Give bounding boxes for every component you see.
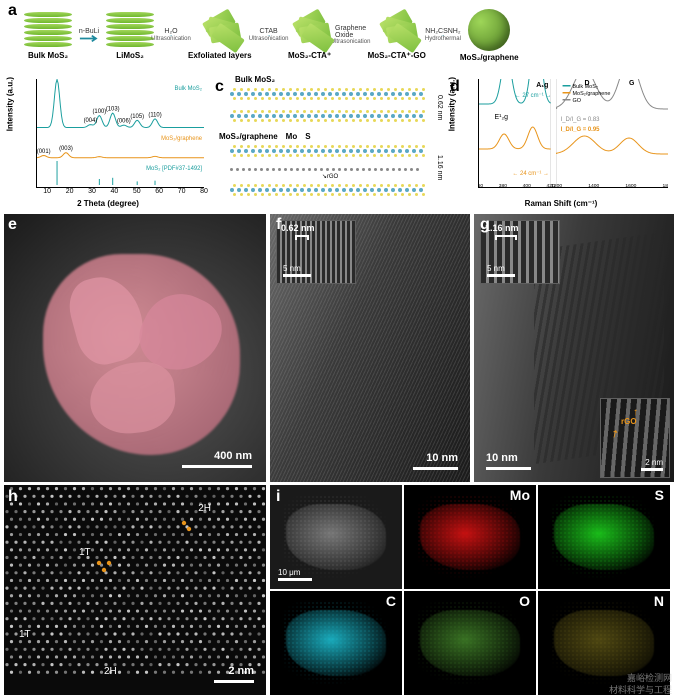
label-i: i [276,488,280,506]
scheme-mos2-cta: MoS₂-CTA⁺ [286,11,334,60]
arrow-2: CTABUltrasonication [254,28,284,42]
xrd-ylabel: Intensity (a.u.) [6,76,15,130]
svg-text:1200: 1200 [551,183,562,187]
svg-text:I_D/I_G = 0.95: I_D/I_G = 0.95 [561,127,601,133]
scheme-bulk-mos2: Bulk MoS₂ [24,11,72,60]
svg-text:1400: 1400 [588,183,599,187]
structure-mid-label: MoS₂/graphene [219,132,278,141]
map-Mo: Mo [404,485,536,589]
map-sem: 10 μm [270,485,402,589]
scale-bar-g [486,467,531,470]
tem-image-g: 1.16 nm 5 nm rGO ↑ ↗ 2 nm 10 nm [474,214,674,482]
label-e: e [8,216,17,234]
svg-text:(003): (003) [59,146,73,152]
rgo-arrow-label: rGO [621,417,637,426]
structure-top-label: Bulk MoS₂ [235,75,445,84]
spacing-top: 0.62 nm [436,95,443,120]
inset-f: 0.62 nm 5 nm [276,220,356,284]
svg-text:A₁g: A₁g [536,82,548,89]
scale-bar-f [413,467,458,470]
svg-text:← 24 cm⁻¹ →: ← 24 cm⁻¹ → [512,171,549,177]
svg-text:400: 400 [523,183,532,187]
svg-text:1600: 1600 [625,183,636,187]
label-f: f [276,216,281,234]
inset-g-spacing: 1.16 nm [485,223,519,233]
sem-image: 400 nm [4,214,266,482]
svg-text:MoS₂/graphene: MoS₂/graphene [161,136,203,142]
svg-text:E¹₂g: E¹₂g [495,114,509,121]
svg-text:(004): (004) [84,118,98,124]
phase-2h-2: 2H [104,666,117,677]
phase-1t-2: 1T [19,629,31,640]
crystal-structure: Bulk MoS₂ 0.62 nm MoS₂/graphene Mo S ↘rG… [215,75,445,210]
phase-1t-1: 1T [79,547,91,558]
svg-text:380: 380 [499,183,508,187]
label-g: g [480,216,490,234]
svg-text:1800: 1800 [662,183,668,187]
svg-text:GO: GO [573,98,581,104]
spacing-bot: 1.16 nm [436,155,443,180]
map-O: O [404,591,536,695]
svg-text:MoS₂ [PDF#37-1492]: MoS₂ [PDF#37-1492] [146,166,202,172]
inset-g-br-scale: 2 nm [645,458,663,467]
inset-g-tl: 1.16 nm 5 nm [480,220,560,284]
svg-text:360: 360 [479,183,483,187]
svg-text:(105): (105) [130,114,144,120]
scale-text-h: 2 nm [228,665,254,677]
haadf-image: 2H 1T 1T 2H 2 nm [4,485,266,695]
scheme-mos2-graphene: MoS₂/graphene [460,9,519,62]
arrow-0: n-BuLi [74,28,104,42]
raman-xlabel: Raman Shift (cm⁻¹) [525,199,598,208]
map-S: S [538,485,670,589]
xrd-xlabel: 2 Theta (degree) [77,199,139,208]
svg-text:(110): (110) [148,112,161,118]
svg-text:(006): (006) [117,119,131,125]
inset-g-tl-scale: 5 nm [487,264,505,273]
svg-text:(001): (001) [37,149,51,155]
scale-bar-e [182,465,252,468]
label-h: h [8,488,18,506]
svg-text:Bulk MoS₂: Bulk MoS₂ [175,86,203,92]
svg-text:(100): (100) [92,109,106,115]
svg-text:MoS₂/graphene: MoS₂/graphene [573,91,611,97]
svg-text:Bulk MoS₂: Bulk MoS₂ [573,84,598,90]
svg-text:(103): (103) [106,107,120,113]
scale-text-f: 10 nm [426,452,458,464]
scale-bar-h [214,680,254,683]
watermark-2: 材料科学与工程 [609,683,672,696]
svg-text:← 27 cm⁻¹ →: ← 27 cm⁻¹ → [515,93,552,99]
scheme-exfoliated: Exfoliated layers [188,11,252,60]
svg-text:I_D/I_G = 0.83: I_D/I_G = 0.83 [561,117,601,123]
scheme-mos2-cta-go: MoS₂-CTA⁺-GO [368,11,426,60]
inset-f-scale: 5 nm [283,264,301,273]
raman-chart: Intensity (a.u.) Raman Shift (cm⁻¹) E¹₂g… [450,75,672,210]
tem-image-f: 0.62 nm 5 nm 10 nm [270,214,470,482]
arrow-3: Graphene OxideUltrasonication [336,28,366,42]
mo-legend: Mo [286,132,298,141]
raman-ylabel: Intensity (a.u.) [448,76,457,130]
phase-2h-1: 2H [198,503,211,514]
map-C: C [270,591,402,695]
scale-text-e: 400 nm [214,450,252,462]
svg-text:G: G [629,80,634,87]
inset-f-spacing: 0.62 nm [281,223,315,233]
synthesis-scheme: Bulk MoS₂n-BuLiLi⁺LiMoS₂H₂OUltrasonicati… [0,0,680,70]
s-legend: S [305,132,310,141]
eds-maps: 10 μmMoSCON [270,485,670,695]
scheme-limos2: Li⁺LiMoS₂ [106,11,154,60]
inset-g-br: rGO ↑ ↗ 2 nm [600,398,670,478]
arrow-1: H₂OUltrasonication [156,28,186,42]
xrd-chart: Intensity (a.u.) 2 Theta (degree) (002)(… [8,75,208,210]
scale-text-g: 10 nm [486,452,518,464]
arrow-4: NH₂CSNH₂Hydrothermal [428,28,458,42]
